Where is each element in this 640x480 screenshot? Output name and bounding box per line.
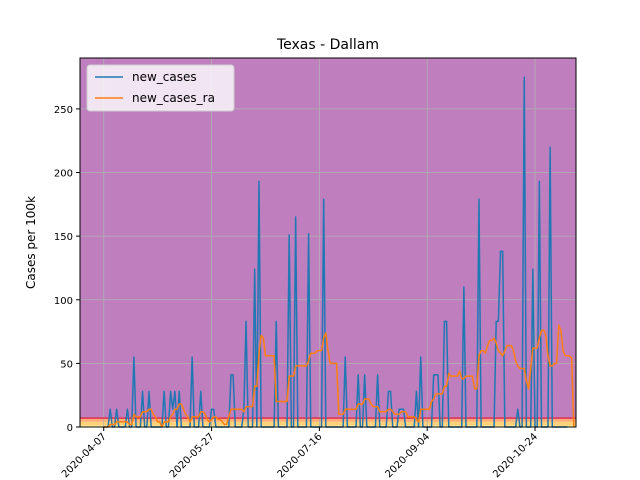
legend-label: new_cases_ra <box>132 91 215 105</box>
y-tick-label: 100 <box>54 296 73 307</box>
y-tick-label: 250 <box>54 105 73 116</box>
y-axis-label: Cases per 100k <box>24 196 38 289</box>
chart-title: Texas - Dallam <box>276 37 379 53</box>
x-tick-label: 2020-05-27 <box>168 431 217 480</box>
y-axis-ticks: 0 50 100 150 200 250 <box>54 105 80 434</box>
band-1 <box>80 421 576 426</box>
x-tick-label: 2020-10-24 <box>491 431 540 480</box>
y-tick-label: 200 <box>54 169 73 180</box>
band-3 <box>80 58 576 419</box>
x-axis-ticks: 2020-04-07 2020-05-27 2020-07-16 2020-09-04… <box>60 427 540 480</box>
legend-label: new_cases <box>132 70 197 84</box>
x-tick-label: 2020-09-04 <box>383 431 432 480</box>
x-tick-label: 2020-07-16 <box>276 431 325 480</box>
band-2 <box>80 418 576 422</box>
legend-box <box>86 64 235 112</box>
legend: new_cases new_cases_ra <box>86 64 235 112</box>
y-tick-label: 0 <box>67 423 73 434</box>
series-line-new_cases_ra <box>103 324 575 428</box>
y-tick-label: 50 <box>60 359 73 370</box>
risk-level-bands <box>80 58 576 427</box>
plot-frame <box>79 57 577 428</box>
y-tick-label: 150 <box>54 232 73 243</box>
x-tick-label: 2020-04-07 <box>60 431 109 480</box>
